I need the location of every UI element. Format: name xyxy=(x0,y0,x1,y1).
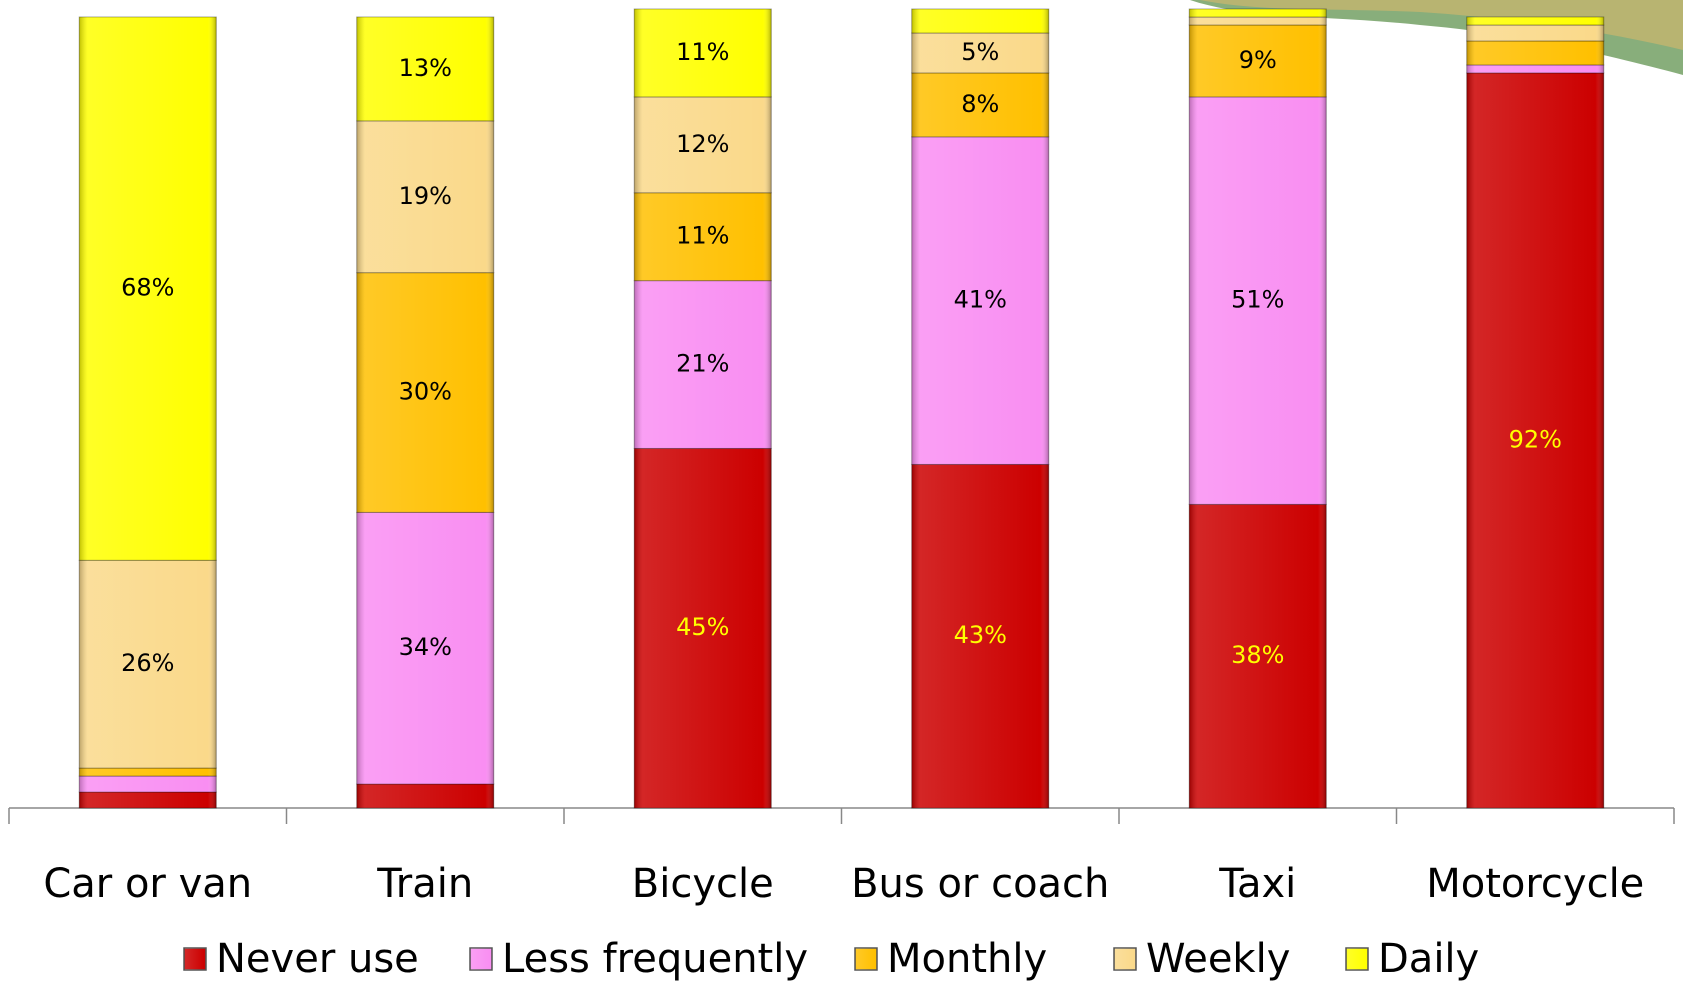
bar-segment xyxy=(1466,16,1605,26)
legend-label: Never use xyxy=(216,936,419,982)
legend-label: Monthly xyxy=(887,936,1047,982)
data-label: 43% xyxy=(954,621,1007,649)
data-label: 9% xyxy=(1239,46,1277,74)
x-tick-label: Bus or coach xyxy=(851,861,1109,907)
data-label: 12% xyxy=(676,130,729,158)
legend-label: Daily xyxy=(1378,936,1479,982)
data-label: 26% xyxy=(121,649,174,677)
x-tick-label: Bicycle xyxy=(632,861,774,907)
bar-segment xyxy=(1188,8,1327,18)
x-tick-label: Motorcycle xyxy=(1426,861,1644,907)
bar-segment xyxy=(911,8,1050,34)
bar-segment xyxy=(1466,40,1605,66)
data-label: 34% xyxy=(399,633,452,661)
data-label: 13% xyxy=(399,54,452,82)
data-label: 68% xyxy=(121,274,174,302)
data-label: 45% xyxy=(676,613,729,641)
legend-bevel xyxy=(1346,948,1368,970)
legend-bevel xyxy=(184,948,206,970)
legend-bevel xyxy=(855,948,877,970)
bar-segment xyxy=(78,791,217,809)
decoration xyxy=(1200,0,1683,50)
legend-bevel xyxy=(1114,948,1136,970)
legend-label: Less frequently xyxy=(502,936,808,982)
data-label: 5% xyxy=(961,38,999,66)
data-label: 8% xyxy=(961,90,999,118)
data-label: 38% xyxy=(1231,641,1284,669)
data-label: 92% xyxy=(1509,425,1562,453)
data-label: 11% xyxy=(676,38,729,66)
x-tick-label: Taxi xyxy=(1218,861,1296,907)
bar-segment xyxy=(1188,16,1327,26)
data-label: 30% xyxy=(399,378,452,406)
bar-segment xyxy=(78,767,217,777)
legend-bevel xyxy=(470,948,492,970)
legend-label: Weekly xyxy=(1146,936,1290,982)
data-label: 41% xyxy=(954,286,1007,314)
bar-segment xyxy=(78,775,217,793)
bar-segment xyxy=(356,783,495,809)
x-tick-label: Car or van xyxy=(43,861,252,907)
data-label: 19% xyxy=(399,182,452,210)
bar-segment xyxy=(1466,64,1605,74)
data-label: 51% xyxy=(1231,286,1284,314)
x-tick-label: Train xyxy=(376,861,473,907)
data-label: 21% xyxy=(676,350,729,378)
bar-segment xyxy=(1466,24,1605,42)
data-label: 11% xyxy=(676,222,729,250)
